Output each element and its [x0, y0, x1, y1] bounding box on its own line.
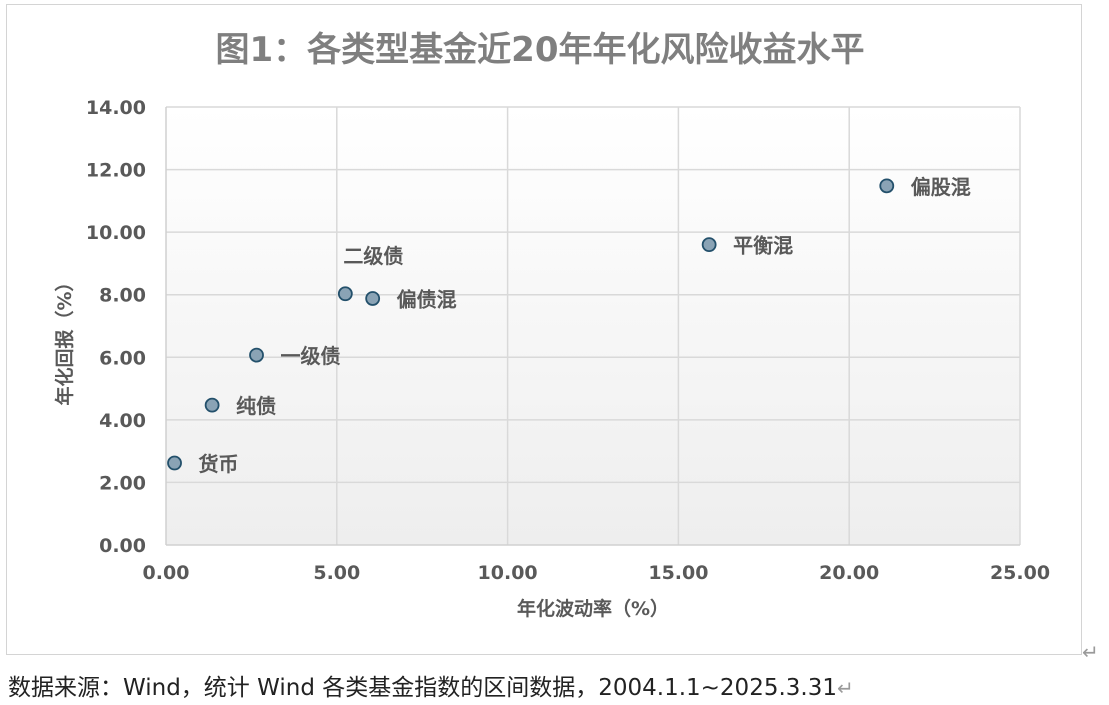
source-note: 数据来源：Wind，统计 Wind 各类基金指数的区间数据，2004.1.1~2… — [8, 668, 854, 702]
y-tick-label: 8.00 — [99, 285, 146, 307]
data-point — [249, 347, 264, 363]
data-label: 纯债 — [236, 394, 276, 418]
axes: 0.00 2.00 4.00 6.00 8.00 10.00 12.00 14.00 0.00 5… — [86, 97, 1050, 584]
x-tick-label: 15.00 — [648, 562, 708, 584]
chart-frame: 0.00 2.00 4.00 6.00 8.00 10.00 12.00 14.00 0.00 5… — [6, 4, 1082, 655]
x-axis-title: 年化波动率（%） — [517, 597, 669, 620]
x-tick-label: 5.00 — [313, 562, 360, 584]
paragraph-return-mark: ↵ — [1082, 640, 1099, 664]
y-tick-label: 14.00 — [86, 97, 146, 119]
data-point — [701, 237, 717, 253]
data-point — [204, 397, 220, 413]
data-label: 一级债 — [281, 344, 341, 368]
plot-area — [166, 107, 1020, 545]
data-label: 二级债 — [343, 244, 403, 268]
y-tick-label: 6.00 — [99, 347, 146, 369]
data-point — [879, 178, 895, 194]
x-tick-label: 10.00 — [478, 562, 538, 584]
data-label: 货币 — [199, 452, 239, 476]
y-tick-label: 4.00 — [99, 410, 146, 432]
data-label: 平衡混 — [733, 234, 793, 258]
x-tick-label: 25.00 — [990, 562, 1050, 584]
data-label: 偏债混 — [397, 287, 457, 311]
y-tick-label: 0.00 — [99, 535, 146, 557]
data-point — [337, 286, 353, 302]
x-tick-label: 20.00 — [819, 562, 879, 584]
grid-lines — [166, 106, 1021, 545]
x-tick-label: 0.00 — [143, 562, 190, 584]
paragraph-return-mark: ↵ — [836, 676, 854, 700]
scatter-chart: 0.00 2.00 4.00 6.00 8.00 10.00 12.00 14.00 0.00 5… — [53, 30, 1050, 620]
y-tick-label: 10.00 — [86, 222, 146, 244]
data-point — [167, 455, 182, 471]
y-tick-label: 12.00 — [86, 160, 146, 182]
chart-title: 图1：各类型基金近20年年化风险收益水平 — [216, 30, 865, 70]
source-text: 数据来源：Wind，统计 Wind 各类基金指数的区间数据，2004.1.1~2… — [8, 675, 837, 701]
data-point — [365, 291, 381, 306]
y-tick-label: 2.00 — [99, 472, 146, 494]
data-label: 偏股混 — [911, 175, 971, 199]
y-axis-title: 年化回报（%） — [53, 272, 76, 405]
